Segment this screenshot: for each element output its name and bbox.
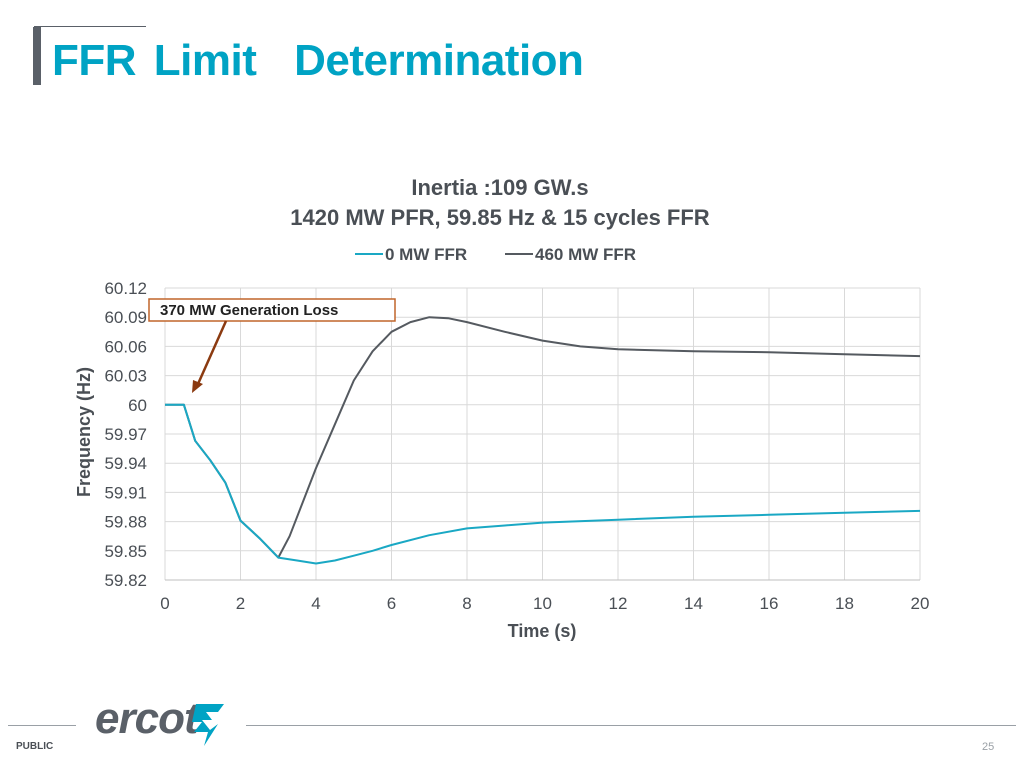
annotation-arrow-head	[192, 380, 203, 393]
x-tick-label: 16	[760, 594, 779, 613]
x-tick-label: 2	[236, 594, 245, 613]
x-tick-label: 6	[387, 594, 396, 613]
legend-label: 0 MW FFR	[385, 245, 467, 264]
series-line	[165, 403, 921, 565]
x-tick-label: 8	[462, 594, 471, 613]
y-tick-label: 59.97	[104, 425, 147, 444]
annotation-box	[148, 298, 396, 322]
y-tick-label: 59.82	[104, 571, 147, 590]
ercot-bolt-icon	[192, 704, 224, 746]
footer-rule-left	[8, 725, 76, 726]
ercot-logo-text: ercot	[95, 694, 199, 743]
x-tick-label: 12	[609, 594, 628, 613]
footer-public-label: PUBLIC	[16, 741, 54, 752]
y-tick-label: 60.09	[104, 308, 147, 327]
y-tick-label: 59.94	[104, 454, 147, 473]
x-tick-label: 4	[311, 594, 320, 613]
y-tick-label: 60.12	[104, 279, 147, 298]
slide-title-word: Limit	[153, 36, 257, 85]
x-axis-label: Time (s)	[508, 621, 577, 641]
x-tick-label: 20	[911, 594, 930, 613]
frequency-chart: Inertia :109 GW.s 1420 MW PFR, 59.85 Hz &…	[74, 175, 930, 641]
slide-title-word: Determination	[294, 36, 584, 85]
x-tick-label: 14	[684, 594, 703, 613]
footer-rule-right	[246, 725, 1016, 726]
title-accent-bar	[33, 27, 41, 85]
annotation-label: 370 MW Generation Loss	[160, 302, 338, 319]
annotation-arrow	[196, 320, 228, 385]
y-tick-label: 59.91	[104, 483, 147, 502]
y-tick-label: 59.88	[104, 513, 147, 532]
y-tick-label: 60.06	[104, 337, 147, 356]
x-tick-label: 18	[835, 594, 854, 613]
y-axis-label: Frequency (Hz)	[74, 367, 94, 497]
y-tick-label: 59.85	[104, 542, 147, 561]
chart-title-line: 1420 MW PFR, 59.85 Hz & 15 cycles FFR	[290, 205, 710, 230]
y-tick-label: 60	[128, 396, 147, 415]
y-tick-label: 60.03	[104, 367, 147, 386]
chart-title-line: Inertia :109 GW.s	[411, 175, 588, 200]
slide-title-word: FFR	[52, 36, 137, 85]
page-number: 25	[982, 741, 995, 753]
legend-label: 460 MW FFR	[535, 245, 636, 264]
x-tick-label: 0	[160, 594, 169, 613]
title-top-rule	[34, 26, 146, 27]
slide-title: FFR Limit Determination	[52, 36, 584, 86]
x-tick-label: 10	[533, 594, 552, 613]
